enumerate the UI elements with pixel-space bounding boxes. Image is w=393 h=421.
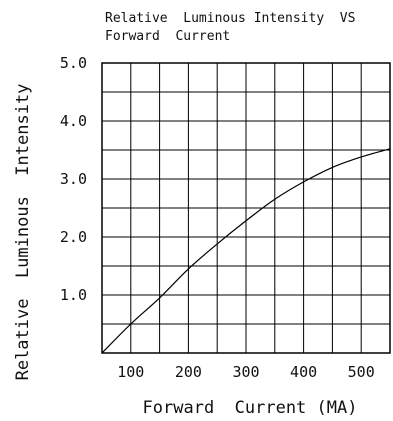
y-tick-label-1.0: 1.0 bbox=[60, 286, 87, 304]
x-tick-label-300: 300 bbox=[232, 363, 259, 381]
y-tick-label-5.0: 5.0 bbox=[60, 54, 87, 72]
series-layer bbox=[101, 148, 391, 354]
y-tick-label-3.0: 3.0 bbox=[60, 170, 87, 188]
y-tick-labels: 1.0 2.0 3.0 4.0 5.0 bbox=[60, 54, 87, 304]
chart-title-line-1: Relative Luminous Intensity VS bbox=[105, 11, 355, 26]
y-tick-label-2.0: 2.0 bbox=[60, 228, 87, 246]
y-tick-label-4.0: 4.0 bbox=[60, 112, 87, 130]
x-tick-labels: 100 200 300 400 500 bbox=[117, 363, 374, 381]
plot-frame bbox=[101, 62, 391, 354]
x-axis-title: Forward Current (MA) bbox=[143, 398, 358, 418]
x-tick-label-200: 200 bbox=[175, 363, 202, 381]
chart-title-line-2: Forward Current bbox=[105, 29, 230, 44]
series-line-0 bbox=[101, 148, 391, 354]
x-tick-label-500: 500 bbox=[348, 363, 375, 381]
chart-title: Relative Luminous Intensity VS Forward C… bbox=[105, 11, 355, 44]
plot-grid bbox=[101, 62, 391, 354]
x-tick-label-100: 100 bbox=[117, 363, 144, 381]
x-tick-label-400: 400 bbox=[290, 363, 317, 381]
y-axis-title: Relative Luminous Intensity bbox=[13, 84, 33, 381]
